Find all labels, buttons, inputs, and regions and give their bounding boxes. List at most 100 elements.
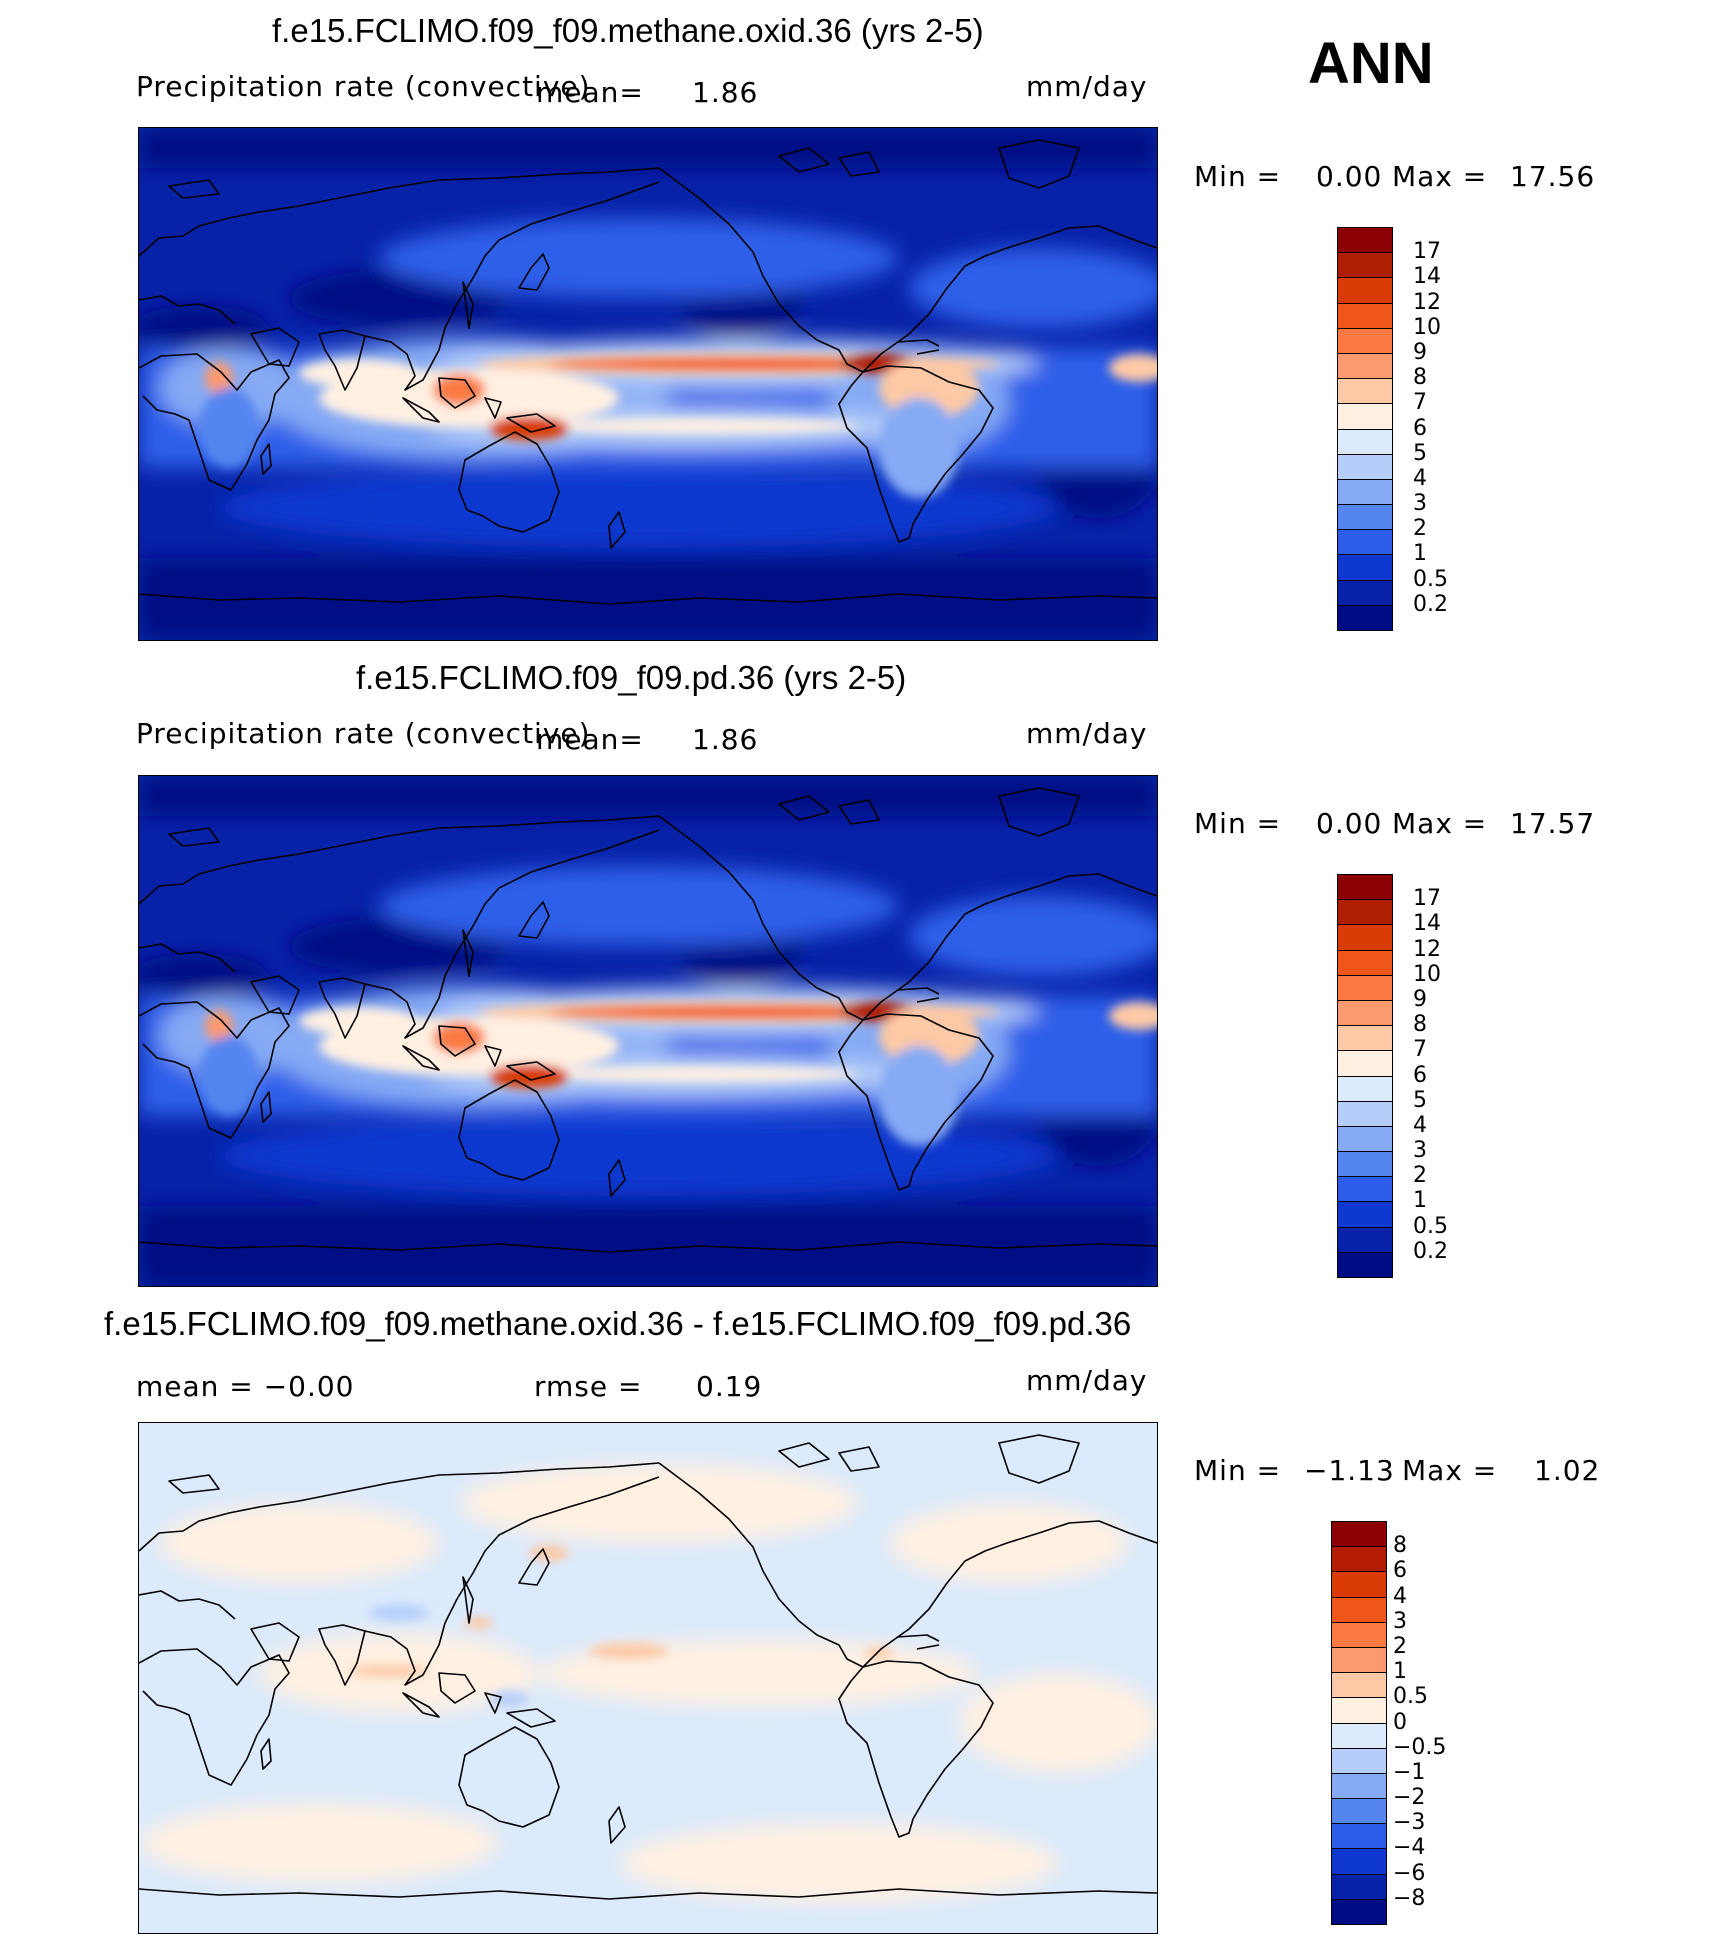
panel-2-colorbar-tick-label: 12: [1413, 936, 1441, 962]
panel-1-colorbar-swatch: [1337, 302, 1393, 329]
panel-3-colorbar-tick-label: −0.5: [1393, 1734, 1447, 1760]
panel-2-colorbar-swatch: [1337, 1075, 1393, 1102]
panel-1-variable-label: Precipitation rate (convective): [136, 70, 591, 103]
panel-3-colorbar-tick-label: 6: [1393, 1558, 1407, 1584]
panel-3-colorbar-swatch: [1331, 1848, 1387, 1875]
panel-2-colorbar-swatch: [1337, 874, 1393, 901]
panel-2-colorbar-tick-label: 10: [1413, 961, 1441, 987]
panel-3-rmse-value: 0.19: [696, 1370, 763, 1403]
panel-1-colorbar-tick-label: 8: [1413, 365, 1427, 391]
panel-3-colorbar-tick-label: 0.5: [1393, 1684, 1428, 1710]
panel-1-colorbar-tick-label: 7: [1413, 390, 1427, 416]
panel-3-colorbar-swatch: [1331, 1747, 1387, 1774]
panel-3-colorbar-swatch: [1331, 1772, 1387, 1800]
panel-1-colorbar-tick-label: 14: [1413, 264, 1441, 290]
panel-3-max-label: Max =: [1402, 1454, 1498, 1487]
panel-1-colorbar-tick-label: 2: [1413, 516, 1427, 542]
panel-2-colorbar-swatch: [1337, 1251, 1393, 1278]
panel-2-colorbar-swatch: [1337, 974, 1393, 1001]
panel-1-colorbar-swatch: [1337, 554, 1393, 581]
panel-2-colorbar-tick-label: 3: [1413, 1138, 1427, 1164]
panel-1-colorbar-tick-label: 5: [1413, 440, 1427, 466]
panel-3-colorbar-tick-label: −1: [1393, 1759, 1426, 1785]
panel-3-colorbar-tick-label: −2: [1393, 1785, 1426, 1811]
panel-2-colorbar-tick-label: 0.2: [1413, 1238, 1448, 1264]
panel-2-title: f.e15.FCLIMO.f09_f09.pd.36 (yrs 2-5): [356, 659, 907, 696]
panel-3-min-label: Min =: [1194, 1454, 1282, 1487]
panel-3-colorbar-swatch: [1331, 1898, 1387, 1925]
panel-1-colorbar-tick-label: 10: [1413, 314, 1441, 340]
panel-1-colorbar-tick-label: 9: [1413, 339, 1427, 365]
panel-3-min-value: −1.13: [1304, 1454, 1395, 1487]
panel-3-colorbar-swatch: [1331, 1596, 1387, 1623]
panel-1-units: mm/day: [1026, 70, 1148, 103]
panel-2-colorbar-swatch: [1337, 924, 1393, 951]
panel-2-colorbar-swatch: [1337, 1176, 1393, 1203]
panel-1-max-label: Max =: [1392, 160, 1488, 193]
panel-1-colorbar-swatch: [1337, 378, 1393, 405]
panel-2-colorbar-swatch: [1337, 1125, 1393, 1153]
panel-1-colorbar-swatch: [1337, 579, 1393, 606]
panel-3-units: mm/day: [1026, 1364, 1148, 1397]
panel-2-colorbar-swatch: [1337, 1226, 1393, 1253]
panel-1-colorbar-tick-label: 3: [1413, 491, 1427, 517]
panel-2-max-value: 17.57: [1510, 807, 1596, 840]
panel-3-colorbar-tick-label: −4: [1393, 1835, 1426, 1861]
panel-2-colorbar-tick-label: 0.5: [1413, 1213, 1448, 1239]
panel-3-colorbar-tick-label: −8: [1393, 1885, 1426, 1911]
panel-3-heatmap: [139, 1423, 1157, 1933]
panel-1-mean-value: 1.86: [692, 76, 759, 109]
panel-3-colorbar-swatch: [1331, 1722, 1387, 1749]
season-label: ANN: [1308, 31, 1434, 96]
panel-1-heatmap: [139, 128, 1157, 640]
panel-2-colorbar-swatch: [1337, 1025, 1393, 1052]
panel-3-colorbar-swatch: [1331, 1546, 1387, 1573]
panel-1-colorbar-swatch: [1337, 453, 1393, 480]
panel-2-colorbar-swatch: [1337, 899, 1393, 926]
panel-3-rmse-label: rmse =: [534, 1370, 643, 1403]
panel-1-colorbar-tick-label: 12: [1413, 289, 1441, 315]
panel-1-colorbar-swatch: [1337, 352, 1393, 380]
panel-2-colorbar-tick-label: 5: [1413, 1087, 1427, 1113]
panel-3-colorbar-swatch: [1331, 1621, 1387, 1648]
panel-1-colorbar-swatch: [1337, 428, 1393, 455]
panel-3-colorbar-tick-label: 8: [1393, 1533, 1407, 1559]
panel-3-colorbar: 8 6 4 3 2 1 0.5 0 −0.5 −1 −2 −3 −4 −6 −8: [1331, 1521, 1461, 1925]
panel-2-colorbar-tick-label: 14: [1413, 911, 1441, 937]
panel-3-colorbar-swatch: [1331, 1798, 1387, 1825]
panel-3-colorbar-swatch: [1331, 1823, 1387, 1850]
panel-3-colorbar-swatch: [1331, 1873, 1387, 1900]
panel-2-colorbar: 17 14 12 10 9 8 7 6 5 4 3 2 1 0.5 0.2: [1337, 874, 1457, 1278]
panel-2-mean-value: 1.86: [692, 723, 759, 756]
panel-1-colorbar-tick-label: 17: [1413, 239, 1441, 265]
panel-1-colorbar-swatch: [1337, 403, 1393, 430]
panel-2-min-value: 0.00: [1316, 807, 1383, 840]
panel-3-mean-label: mean = −0.00: [136, 1370, 355, 1403]
panel-3-colorbar-tick-label: 2: [1393, 1633, 1407, 1659]
panel-3-colorbar-swatch: [1331, 1646, 1387, 1674]
panel-1-colorbar-swatch: [1337, 327, 1393, 354]
panel-2-colorbar-tick-label: 1: [1413, 1188, 1427, 1214]
panel-1-colorbar-swatch: [1337, 604, 1393, 631]
panel-3-title: f.e15.FCLIMO.f09_f09.methane.oxid.36 - f…: [104, 1305, 1132, 1342]
panel-2-colorbar-tick-label: 17: [1413, 886, 1441, 912]
panel-1-colorbar-swatch: [1337, 529, 1393, 556]
panel-3-colorbar-swatch: [1331, 1571, 1387, 1598]
panel-2-mean-label: mean=: [536, 723, 644, 756]
panel-3-colorbar-tick-label: −6: [1393, 1860, 1426, 1886]
panel-3-colorbar-tick-label: 0: [1393, 1709, 1407, 1735]
panel-3-max-value: 1.02: [1534, 1454, 1601, 1487]
panel-2-min-label: Min =: [1194, 807, 1282, 840]
panel-2-map: [138, 775, 1158, 1287]
panel-3-colorbar-swatch: [1331, 1672, 1387, 1699]
panel-2-max-label: Max =: [1392, 807, 1488, 840]
panel-1-title: f.e15.FCLIMO.f09_f09.methane.oxid.36 (yr…: [272, 12, 984, 49]
panel-1-colorbar-tick-label: 1: [1413, 541, 1427, 567]
panel-2-heatmap: [139, 776, 1157, 1286]
panel-2-variable-label: Precipitation rate (convective): [136, 717, 591, 750]
panel-3-colorbar-swatch: [1331, 1697, 1387, 1724]
panel-1-mean-label: mean=: [536, 76, 644, 109]
panel-1-colorbar-tick-label: 0.5: [1413, 566, 1448, 592]
panel-1-max-value: 17.56: [1510, 160, 1596, 193]
panel-3-colorbar-tick-label: −3: [1393, 1810, 1426, 1836]
